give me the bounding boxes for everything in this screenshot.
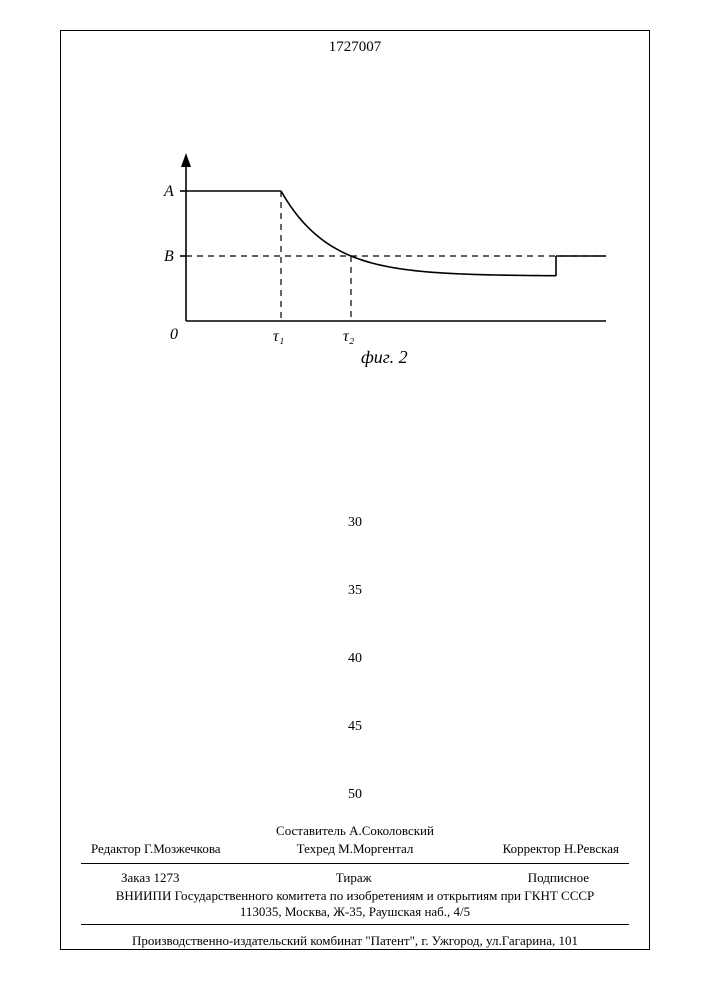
figure-2-chart: AB0τ₁τ₂τфиг. 2: [146, 131, 606, 396]
line-number-35: 35: [61, 583, 649, 599]
chart-svg: AB0τ₁τ₂τфиг. 2: [146, 131, 606, 391]
document-number: 1727007: [61, 39, 649, 56]
svg-text:0: 0: [170, 326, 178, 343]
subscription-label: Подписное: [528, 870, 589, 886]
compiler-credit: Составитель А.Соколовский: [267, 823, 443, 839]
divider-1: [81, 863, 629, 864]
tirazh-label: Тираж: [336, 870, 372, 886]
line-number-45: 45: [61, 719, 649, 735]
svg-text:τ₁: τ₁: [273, 328, 284, 345]
institute-line1: ВНИИПИ Государственного комитета по изоб…: [61, 888, 649, 904]
svg-text:τ₂: τ₂: [343, 328, 355, 345]
svg-text:A: A: [163, 183, 174, 200]
svg-text:фиг. 2: фиг. 2: [361, 347, 408, 367]
line-number-30: 30: [61, 515, 649, 531]
page-frame: 1727007 AB0τ₁τ₂τфиг. 2 30 35 40 45 50 Со…: [60, 30, 650, 950]
corrector-credit: Корректор Н.Ревская: [443, 841, 619, 857]
line-number-40: 40: [61, 651, 649, 667]
order-number: Заказ 1273: [121, 870, 180, 886]
svg-text:B: B: [164, 248, 174, 265]
line-number-50: 50: [61, 787, 649, 803]
institute-line2: 113035, Москва, Ж-35, Раушская наб., 4/5: [61, 904, 649, 920]
techred-credit: Техред М.Моргентал: [267, 841, 443, 857]
divider-2: [81, 924, 629, 925]
credits-block: Составитель А.Соколовский Редактор Г.Моз…: [61, 823, 649, 949]
order-row: Заказ 1273 Тираж Подписное: [61, 868, 649, 888]
editor-credit: Редактор Г.Мозжечкова: [91, 841, 267, 857]
printer-credit: Производственно-издательский комбинат "П…: [61, 929, 649, 949]
